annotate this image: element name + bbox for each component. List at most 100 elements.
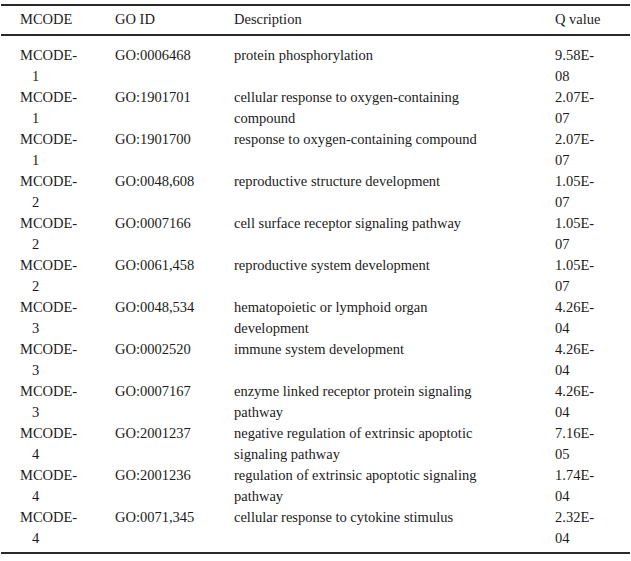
cell-line: 4 (20, 486, 115, 507)
cell-line: GO:2001237 (115, 423, 234, 444)
q-value-cell: 4.26E-04 (555, 339, 631, 381)
cell-line: GO:0002520 (115, 339, 234, 360)
cell-line: 7.16E- (555, 423, 631, 444)
cell-line: GO:0048,534 (115, 297, 234, 318)
q-value-cell: 2.07E-07 (555, 129, 631, 171)
description-cell: protein phosphorylation (234, 45, 555, 66)
mcode-cell: MCODE-1 (20, 45, 115, 87)
mcode-go-enrichment-table: MCODE GO ID Description Q value MCODE-1 … (0, 0, 631, 554)
go-id-cell: GO:1901701 (115, 87, 234, 108)
table-row: MCODE-3 GO:0007167 enzyme linked recepto… (0, 381, 631, 423)
table-row: MCODE-3 GO:0002520 immune system develop… (0, 339, 631, 381)
table-row: MCODE-4 GO:0071,345 cellular response to… (0, 507, 631, 549)
cell-line: 1 (20, 108, 115, 129)
q-value-cell: 1.05E-07 (555, 213, 631, 255)
cell-line: pathway (234, 402, 555, 423)
cell-line: cellular response to oxygen-containing (234, 87, 555, 108)
mcode-cell: MCODE-2 (20, 213, 115, 255)
q-value-cell: 1.05E-07 (555, 255, 631, 297)
cell-line: 04 (555, 528, 631, 549)
cell-line: GO:1901701 (115, 87, 234, 108)
table-bottom-rule (1, 552, 630, 554)
q-value-cell: 2.07E-07 (555, 87, 631, 129)
go-id-cell: GO:0048,534 (115, 297, 234, 318)
cell-line: 1.74E- (555, 465, 631, 486)
q-value-cell: 9.58E-08 (555, 45, 631, 87)
cell-line: 4.26E- (555, 339, 631, 360)
cell-line: MCODE- (20, 45, 115, 66)
cell-line: 07 (555, 108, 631, 129)
cell-line: 4 (20, 528, 115, 549)
cell-line: 2.07E- (555, 129, 631, 150)
cell-line: GO:0061,458 (115, 255, 234, 276)
cell-line: 1 (20, 150, 115, 171)
mcode-cell: MCODE-3 (20, 297, 115, 339)
description-cell: cellular response to oxygen-containingco… (234, 87, 555, 129)
cell-line: regulation of extrinsic apoptotic signal… (234, 465, 555, 486)
cell-line: MCODE- (20, 129, 115, 150)
cell-line: hematopoietic or lymphoid organ (234, 297, 555, 318)
cell-line: 1 (20, 66, 115, 87)
go-id-cell: GO:0006468 (115, 45, 234, 66)
cell-line: 4.26E- (555, 381, 631, 402)
description-cell: response to oxygen-containing compound (234, 129, 555, 150)
q-value-cell: 4.26E-04 (555, 297, 631, 339)
cell-line: reproductive system development (234, 255, 555, 276)
description-cell: cell surface receptor signaling pathway (234, 213, 555, 234)
mcode-cell: MCODE-3 (20, 381, 115, 423)
cell-line: 04 (555, 486, 631, 507)
column-header-description: Description (234, 9, 555, 30)
table-row: MCODE-2 GO:0007166 cell surface receptor… (0, 213, 631, 255)
cell-line: 08 (555, 66, 631, 87)
cell-line: negative regulation of extrinsic apoptot… (234, 423, 555, 444)
cell-line: 07 (555, 192, 631, 213)
cell-line: MCODE- (20, 213, 115, 234)
column-header-mcode: MCODE (20, 9, 115, 30)
cell-line: development (234, 318, 555, 339)
q-value-cell: 2.32E-04 (555, 507, 631, 549)
mcode-cell: MCODE-4 (20, 507, 115, 549)
cell-line: 2 (20, 234, 115, 255)
cell-line: cell surface receptor signaling pathway (234, 213, 555, 234)
table-row: MCODE-2 GO:0048,608 reproductive structu… (0, 171, 631, 213)
table-header-row: MCODE GO ID Description Q value (0, 6, 631, 34)
cell-line: 04 (555, 318, 631, 339)
cell-line: cellular response to cytokine stimulus (234, 507, 555, 528)
description-cell: negative regulation of extrinsic apoptot… (234, 423, 555, 465)
cell-line: 9.58E- (555, 45, 631, 66)
go-id-cell: GO:0061,458 (115, 255, 234, 276)
mcode-cell: MCODE-3 (20, 339, 115, 381)
cell-line: 2.07E- (555, 87, 631, 108)
cell-line: response to oxygen-containing compound (234, 129, 555, 150)
cell-line: GO:0006468 (115, 45, 234, 66)
cell-line: 3 (20, 402, 115, 423)
table-body: MCODE-1 GO:0006468 protein phosphorylati… (0, 36, 631, 552)
description-cell: reproductive system development (234, 255, 555, 276)
description-cell: reproductive structure development (234, 171, 555, 192)
column-header-go-id: GO ID (115, 9, 234, 30)
cell-line: 4 (20, 444, 115, 465)
go-id-cell: GO:0007167 (115, 381, 234, 402)
description-cell: cellular response to cytokine stimulus (234, 507, 555, 528)
mcode-cell: MCODE-4 (20, 423, 115, 465)
go-id-cell: GO:2001237 (115, 423, 234, 444)
cell-line: GO:0071,345 (115, 507, 234, 528)
cell-line: enzyme linked receptor protein signaling (234, 381, 555, 402)
cell-line: MCODE- (20, 297, 115, 318)
cell-line: reproductive structure development (234, 171, 555, 192)
cell-line: 05 (555, 444, 631, 465)
q-value-cell: 4.26E-04 (555, 381, 631, 423)
mcode-cell: MCODE-1 (20, 129, 115, 171)
mcode-cell: MCODE-2 (20, 255, 115, 297)
table-row: MCODE-4 GO:2001237 negative regulation o… (0, 423, 631, 465)
table-row: MCODE-2 GO:0061,458 reproductive system … (0, 255, 631, 297)
mcode-cell: MCODE-1 (20, 87, 115, 129)
cell-line: GO:2001236 (115, 465, 234, 486)
cell-line: 04 (555, 360, 631, 381)
cell-line: MCODE- (20, 381, 115, 402)
cell-line: 2 (20, 192, 115, 213)
cell-line: MCODE- (20, 507, 115, 528)
cell-line: MCODE- (20, 465, 115, 486)
cell-line: MCODE- (20, 171, 115, 192)
table-row: MCODE-4 GO:2001236 regulation of extrins… (0, 465, 631, 507)
